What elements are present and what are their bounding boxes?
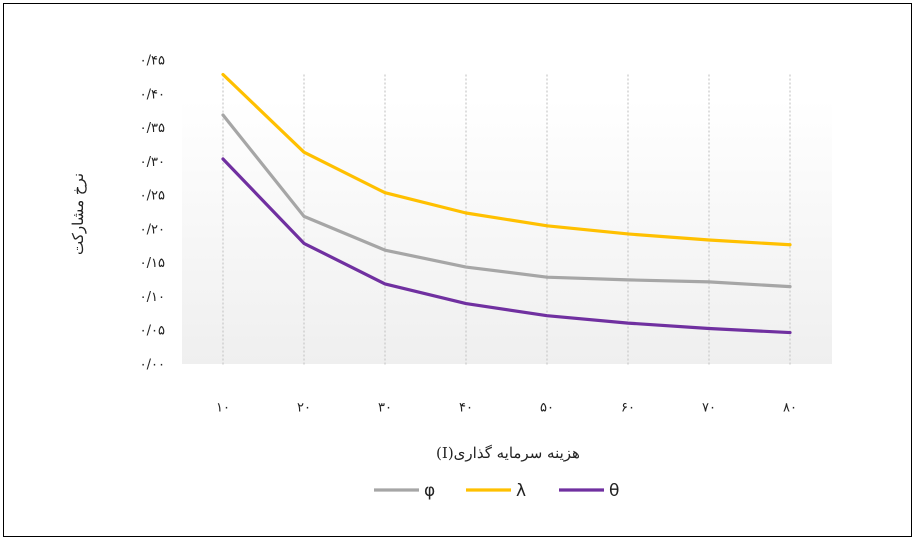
y-tick-label: ۰/۳۵ — [140, 121, 165, 136]
chart-frame: ۰/۰۰ ۰/۰۵ ۰/۱۰ ۰/۱۵ ۰/۲۰ ۰/۲۵ ۰/۳۰ ۰/۳۵ ۰/۴۰ ۰/۴۵… — [3, 3, 912, 537]
grid-lines — [222, 74, 791, 365]
x-tick-label: ۸۰ — [783, 401, 797, 416]
y-tick-label: ۰/۴۵ — [140, 54, 165, 69]
x-tick-label: ۱۰ — [216, 401, 230, 416]
y-tick-label: ۰/۱۰ — [140, 290, 165, 305]
x-tick-label: ۳۰ — [378, 401, 392, 416]
x-tick-label: ۴۰ — [459, 401, 473, 416]
y-axis-ticks: ۰/۰۰ ۰/۰۵ ۰/۱۰ ۰/۱۵ ۰/۲۰ ۰/۲۵ ۰/۳۰ ۰/۳۵ ۰/۴۰ ۰/۴۵ — [140, 54, 165, 373]
legend-label: λ — [516, 481, 526, 501]
line-chart: ۰/۰۰ ۰/۰۵ ۰/۱۰ ۰/۱۵ ۰/۲۰ ۰/۲۵ ۰/۳۰ ۰/۳۵ ۰/۴۰ ۰/۴۵… — [69, 54, 832, 501]
x-tick-label: ۷۰ — [702, 401, 716, 416]
series-line — [221, 157, 792, 335]
legend-label: φ — [424, 481, 435, 501]
y-axis-title: نرخ مشارکت — [69, 173, 87, 255]
y-tick-label: ۰/۲۰ — [140, 222, 165, 237]
x-tick-label: ۶۰ — [621, 401, 635, 416]
x-tick-label: ۲۰ — [297, 401, 311, 416]
x-tick-label: ۵۰ — [540, 401, 554, 416]
legend-label: θ — [609, 481, 619, 501]
series-line — [221, 72, 792, 247]
y-tick-label: ۰/۴۰ — [140, 87, 165, 102]
y-tick-label: ۰/۳۰ — [140, 155, 165, 170]
series-lines — [221, 72, 792, 335]
y-tick-label: ۰/۰۵ — [140, 324, 165, 339]
y-tick-label: ۰/۰۰ — [140, 358, 165, 373]
y-tick-label: ۰/۲۵ — [140, 189, 165, 204]
plot-background — [182, 99, 832, 364]
y-tick-label: ۰/۱۵ — [140, 256, 165, 271]
x-axis-title: هزینه سرمایه گذاری(I) — [436, 444, 580, 462]
series-line — [221, 113, 792, 289]
x-axis-ticks: ۱۰ ۲۰ ۳۰ ۴۰ ۵۰ ۶۰ ۷۰ ۸۰ — [216, 401, 797, 416]
